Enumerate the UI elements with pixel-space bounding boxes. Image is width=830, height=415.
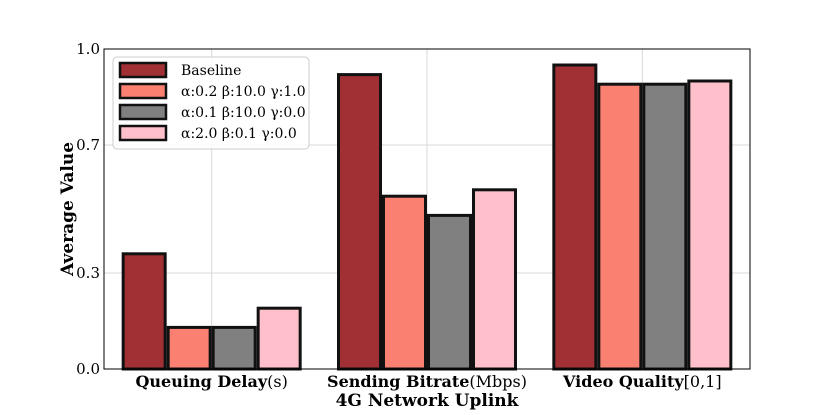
bars <box>121 63 733 371</box>
x-category-label: Sending Bitrate(Mbps) <box>327 372 527 391</box>
legend-swatch <box>118 61 168 79</box>
category-unit: (s) <box>267 372 288 391</box>
category-unit: [0,1] <box>684 372 722 391</box>
bar <box>382 194 427 371</box>
y-axis-label: Average Value <box>58 142 78 277</box>
x-axis-label: 4G Network Uplink <box>336 391 520 411</box>
y-tick-label: 0.3 <box>76 264 100 282</box>
bar <box>121 252 167 371</box>
y-tick-label: 0.0 <box>76 360 100 378</box>
category-name: Sending Bitrate <box>327 372 469 391</box>
bar <box>337 73 382 371</box>
x-category-label: Queuing Delay(s) <box>135 372 287 391</box>
bar <box>642 82 688 371</box>
legend-label: α:0.2 β:10.0 γ:1.0 <box>181 84 306 100</box>
category-unit: (Mbps) <box>469 372 527 391</box>
legend-label: α:2.0 β:0.1 γ:0.0 <box>181 126 297 142</box>
x-category-label: Video Quality[0,1] <box>562 372 722 391</box>
category-name: Video Quality <box>562 372 684 391</box>
legend-swatch <box>118 124 168 142</box>
bar <box>687 79 733 371</box>
legend: Baseline α:0.2 β:10.0 γ:1.0 α:0.1 β:10.0 γ… <box>112 56 310 150</box>
y-tick-labels: 0.0 0.3 0.7 1.0 <box>76 40 100 378</box>
legend-label: α:0.1 β:10.0 γ:0.0 <box>181 105 306 121</box>
bar <box>166 325 212 371</box>
bar <box>211 325 257 371</box>
bar <box>472 188 517 371</box>
bar <box>597 82 643 371</box>
bar <box>427 213 472 371</box>
legend-swatch <box>118 82 168 100</box>
y-tick-label: 0.7 <box>76 136 100 154</box>
bar <box>552 63 598 371</box>
plot-frame <box>103 48 751 370</box>
legend-label: Baseline <box>181 63 241 79</box>
x-category-labels: Queuing Delay(s) Sending Bitrate(Mbps) Vid… <box>135 372 721 391</box>
y-tick-label: 1.0 <box>76 40 100 58</box>
category-name: Queuing Delay <box>135 372 267 391</box>
bar <box>256 306 302 371</box>
legend-swatch <box>118 103 168 121</box>
